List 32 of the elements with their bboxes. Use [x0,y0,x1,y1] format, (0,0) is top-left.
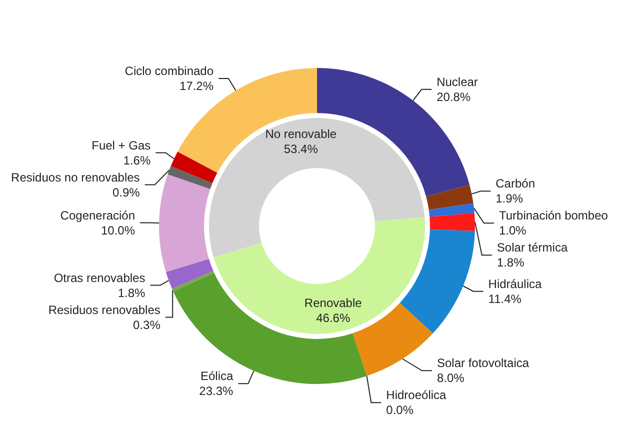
slice-label: Solar fotovoltaica [436,356,530,370]
slice-label: Residuos no renovables [11,170,140,184]
slice-label: Carbón [496,176,535,191]
data-label: 23.3% [199,384,234,398]
slice-label: Renovable [304,296,362,310]
data-label: 53.4% [284,142,318,156]
data-label: 0.3% [133,318,161,332]
data-label: 1.8% [118,286,146,300]
slice-label: Otras renovables [54,270,146,285]
slice-label: Turbinación bombeo [498,208,608,223]
data-label: 1.9% [496,192,524,206]
slice-label: Fuel + Gas [92,138,151,152]
data-label: 8.0% [436,371,465,386]
data-label: 11.4% [488,292,522,306]
data-label: 46.6% [316,310,350,325]
slice-label: No renovable [265,127,337,142]
data-label: 1.0% [498,224,527,238]
slice-label: Eólica [200,369,234,384]
data-label: 10.0% [101,223,136,238]
data-label: 20.8% [436,90,471,104]
slice-label: Cogeneración [60,208,136,222]
data-label: 1.6% [123,153,151,168]
slice-label: Solar térmica [496,240,568,255]
slice-label: Ciclo combinado [124,64,214,78]
legend-label: Hidroeólica [386,388,447,402]
text: 0.0% [386,403,414,418]
slice-label: Hidráulica [488,276,542,291]
data-label: 17.2% [179,79,214,94]
slice-label: Nuclear [436,74,478,89]
data-label: 1.8% [496,256,525,270]
data-label: 0.9% [112,185,140,200]
slice-label: Residuos renovables [48,302,160,317]
